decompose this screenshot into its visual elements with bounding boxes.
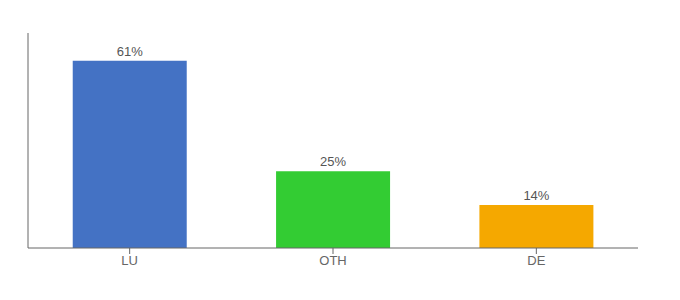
svg-text:OTH: OTH (319, 253, 346, 268)
svg-text:LU: LU (121, 253, 138, 268)
svg-text:DE: DE (527, 253, 545, 268)
svg-text:14%: 14% (523, 188, 549, 203)
svg-text:61%: 61% (117, 44, 143, 59)
svg-text:25%: 25% (320, 154, 346, 169)
